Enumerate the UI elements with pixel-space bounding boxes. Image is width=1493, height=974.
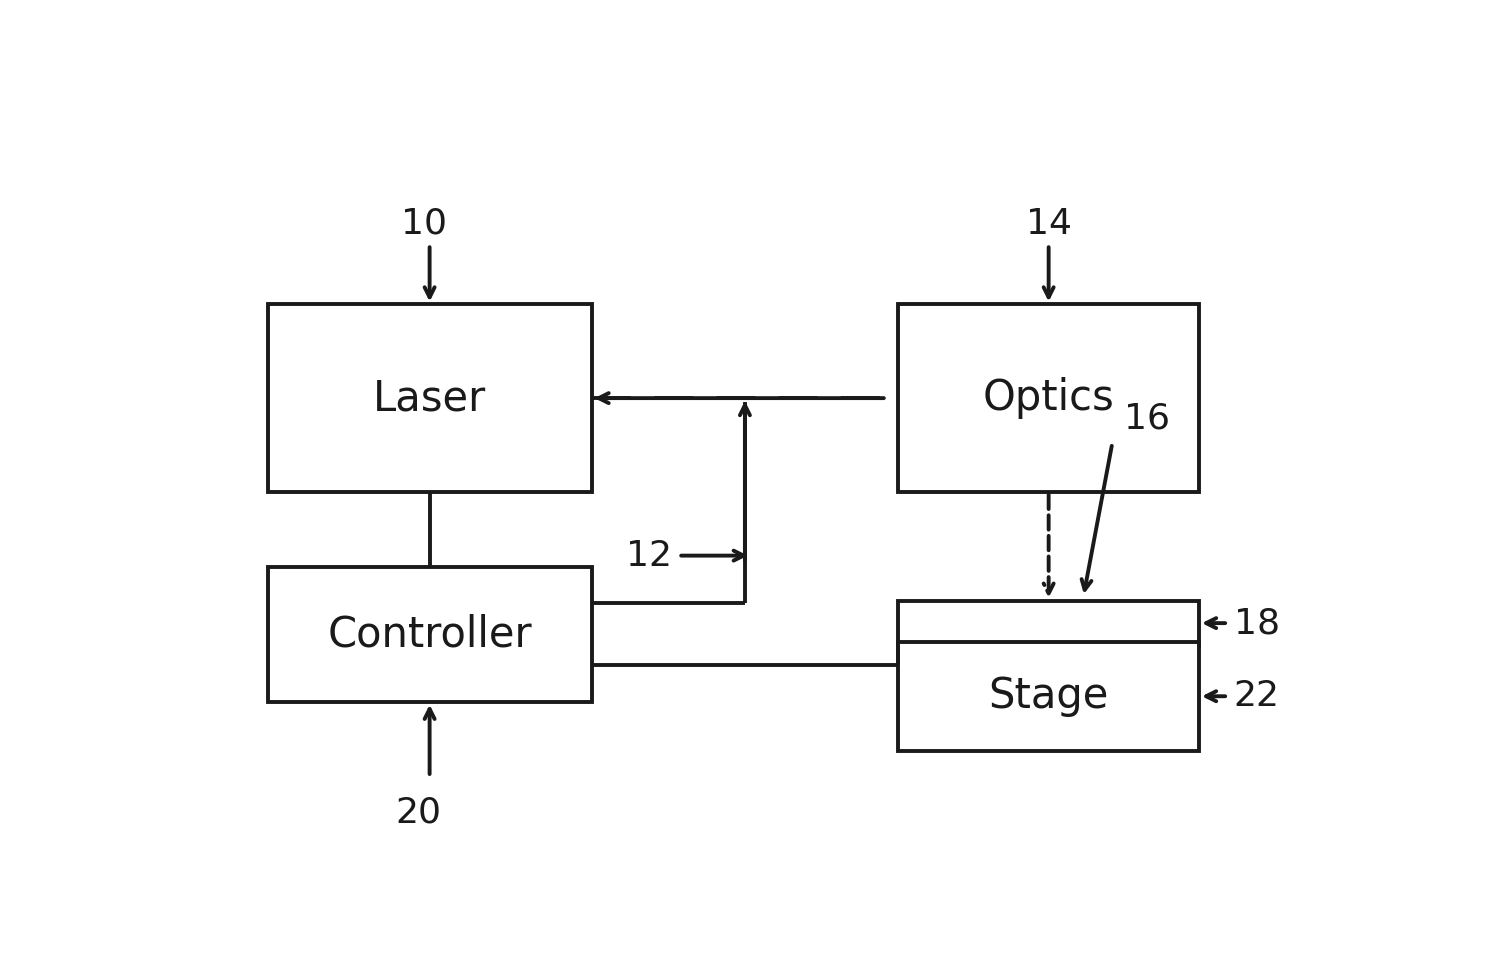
Bar [899,642,1199,751]
Bar [267,567,591,702]
Text: Controller: Controller [327,614,532,656]
Text: 22: 22 [1233,679,1280,713]
Text: 18: 18 [1233,606,1280,640]
Text: Stage: Stage [988,675,1109,717]
Text: 20: 20 [394,796,440,830]
Text: 16: 16 [1124,401,1171,435]
Text: Optics: Optics [982,377,1114,419]
Text: Laser: Laser [373,377,487,419]
Text: 14: 14 [1026,206,1072,241]
Bar [899,304,1199,492]
Text: 12: 12 [627,539,672,573]
Bar [899,601,1199,646]
Bar [267,304,591,492]
Text: 10: 10 [400,206,446,241]
